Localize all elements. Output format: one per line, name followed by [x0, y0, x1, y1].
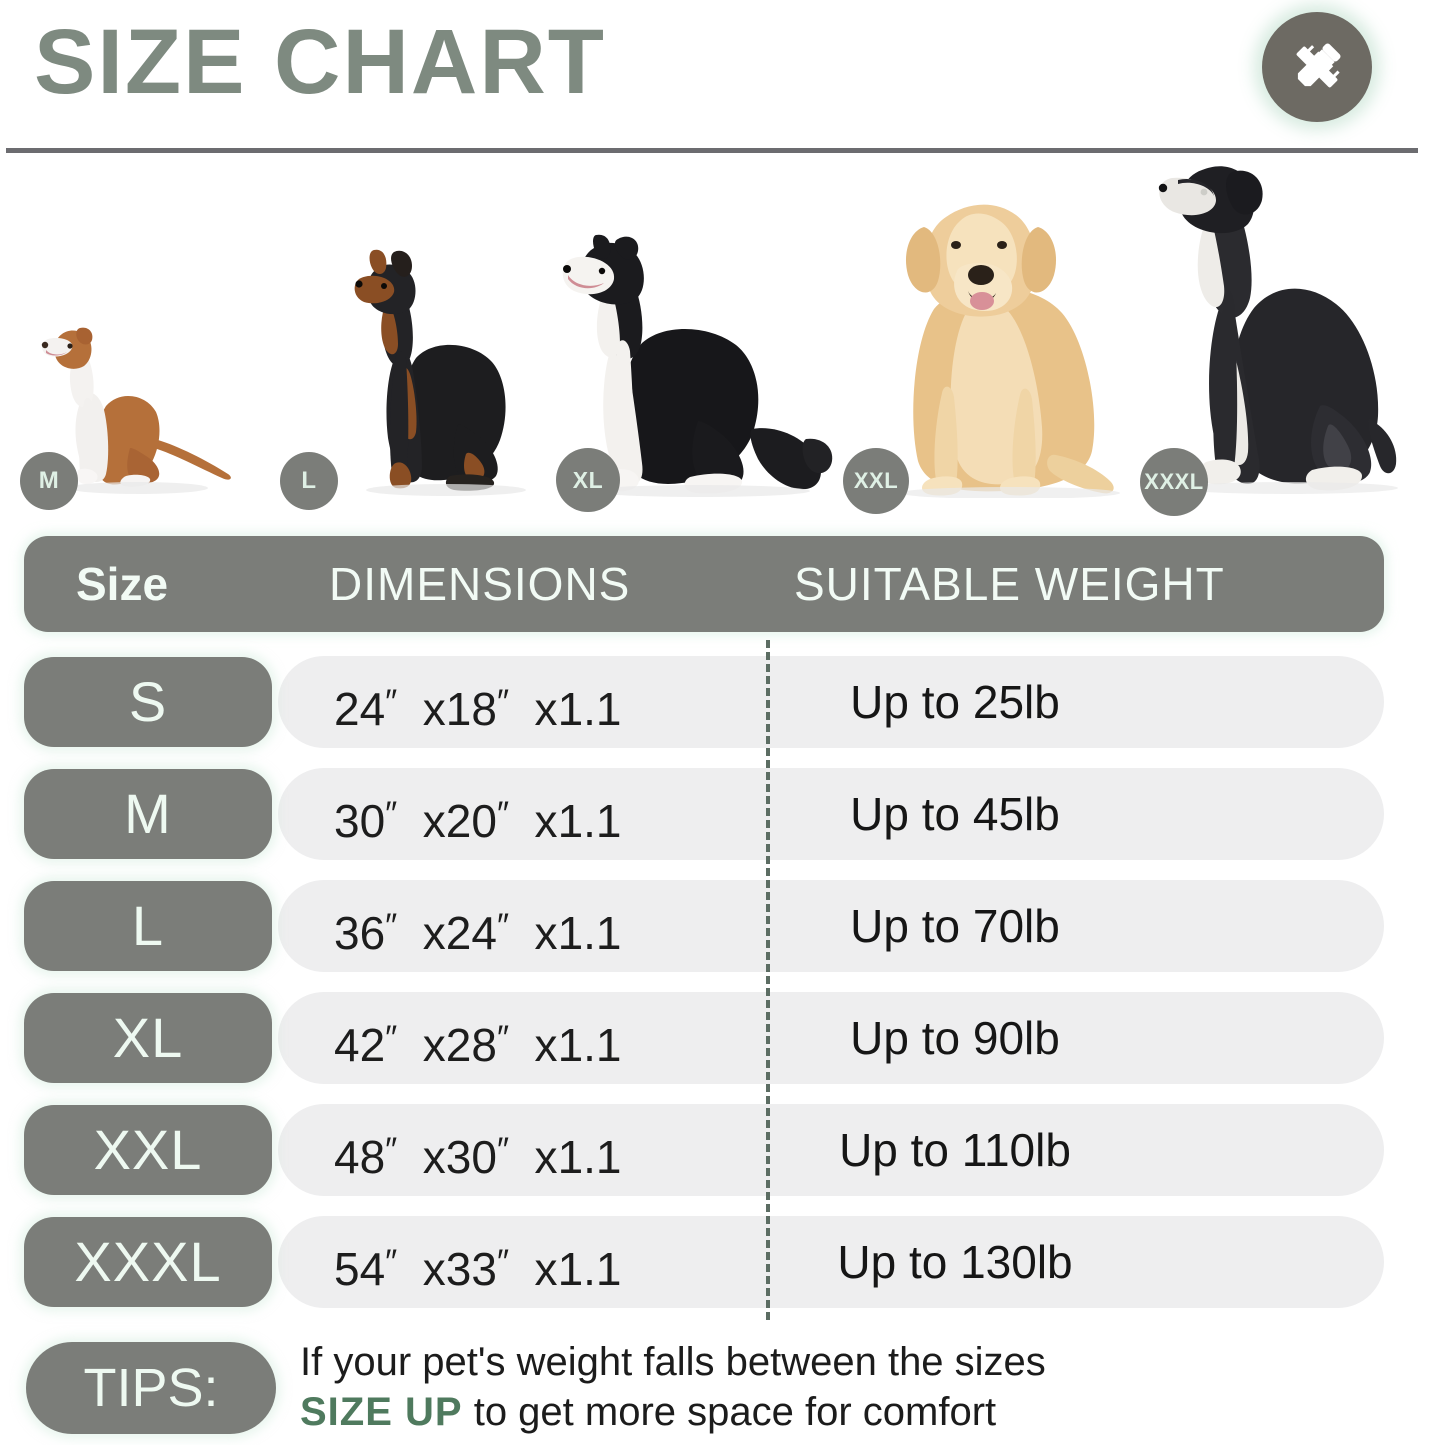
dim-width-l: 24 [445, 907, 497, 959]
inch-mark: ″ [385, 795, 398, 833]
dog-illustration-xxxl [1158, 158, 1408, 498]
dog-size-badge-l: L [280, 452, 338, 510]
tips-line-1: If your pet's weight falls between the s… [300, 1340, 1046, 1384]
dog-size-badge-l-label: L [301, 467, 317, 494]
size-pill-s-label: S [128, 670, 168, 733]
dim-width-xxxl: 33 [445, 1243, 497, 1295]
cell-dimensions-xxl: 48″ x30″ x1.1 [334, 1131, 622, 1183]
size-pill-l: L [24, 881, 272, 971]
cell-dimensions-s: 24″ x18″ x1.1 [334, 683, 622, 735]
header: SIZE CHART [0, 0, 1445, 160]
dog-illustration-xl [560, 233, 850, 498]
dim-length-l: 36 [334, 907, 386, 959]
size-pill-xl-label: XL [112, 1006, 184, 1069]
inch-mark: ″ [496, 795, 509, 833]
dog-size-badge-xxxl: XXXL [1140, 448, 1208, 516]
table-row [278, 656, 1384, 748]
inch-mark: ″ [496, 1131, 509, 1169]
dog-size-badge-xxl-label: XXL [853, 468, 899, 493]
dog-size-badge-xl: XL [556, 448, 620, 512]
column-header-weight: SUITABLE WEIGHT [794, 558, 1225, 610]
cell-weight-m: Up to 45lb [850, 788, 1060, 840]
inch-mark: ″ [496, 683, 509, 721]
dim-length-s: 24 [334, 683, 386, 735]
column-divider-dashed [766, 640, 770, 1320]
dim-thickness-xxxl: 1.1 [557, 1243, 622, 1295]
dim-width-xl: 28 [445, 1019, 497, 1071]
dog-illustration-m [34, 298, 259, 498]
dim-length-xxxl: 54 [334, 1243, 386, 1295]
inch-mark: ″ [385, 907, 398, 945]
inch-mark: ″ [496, 1019, 509, 1057]
inch-mark: ″ [385, 1131, 398, 1169]
dim-width-m: 20 [445, 795, 497, 847]
page-title: SIZE CHART [34, 11, 606, 113]
table-row [278, 1104, 1384, 1196]
dim-thickness-s: 1.1 [557, 683, 622, 735]
size-pill-xl: XL [24, 993, 272, 1083]
cell-weight-l: Up to 70lb [850, 900, 1060, 952]
size-pill-xxl: XXL [24, 1105, 272, 1195]
tips-section: TIPS: If your pet's weight falls between… [0, 1338, 1445, 1443]
title-divider [6, 148, 1418, 153]
cell-weight-xxxl: Up to 130lb [837, 1236, 1073, 1288]
inch-mark: ″ [496, 907, 509, 945]
table-row [278, 1216, 1384, 1308]
tips-size-up-emphasis: SIZE UP [300, 1390, 463, 1434]
table-row [278, 768, 1384, 860]
size-pill-xxl-label: XXL [93, 1118, 203, 1181]
dim-length-xl: 42 [334, 1019, 386, 1071]
column-header-dimensions: DIMENSIONS [329, 558, 631, 610]
dog-size-illustrations: M [0, 158, 1445, 516]
ruler-pencil-icon [1262, 12, 1372, 122]
cell-weight-xxl: Up to 110lb [839, 1124, 1071, 1176]
table-row [278, 992, 1384, 1084]
dog-size-badge-m-label: M [38, 467, 60, 494]
size-pill-xxxl: XXXL [24, 1217, 272, 1307]
dim-thickness-m: 1.1 [557, 795, 622, 847]
cell-dimensions-m: 30″ x20″ x1.1 [334, 795, 622, 847]
cell-dimensions-l: 36″ x24″ x1.1 [334, 907, 622, 959]
tips-label-pill: TIPS: [26, 1342, 276, 1434]
table-header-row: Size DIMENSIONS SUITABLE WEIGHT [24, 536, 1384, 632]
tips-line-2-rest: to get more space for comfort [462, 1390, 997, 1434]
dim-thickness-xxl: 1.1 [557, 1131, 622, 1183]
dog-illustration-xxl [880, 183, 1130, 499]
size-pill-m: M [24, 769, 272, 859]
dim-length-xxl: 48 [334, 1131, 386, 1183]
dog-size-badge-xxl: XXL [843, 448, 909, 514]
tips-line-2: SIZE UP to get more space for comfort [300, 1390, 996, 1435]
dim-thickness-xl: 1.1 [557, 1019, 622, 1071]
dog-size-badge-xl-label: XL [572, 466, 604, 493]
cell-dimensions-xxxl: 54″ x33″ x1.1 [334, 1243, 622, 1295]
column-header-size: Size [76, 558, 169, 610]
table-row [278, 880, 1384, 972]
inch-mark: ″ [385, 683, 398, 721]
dog-size-badge-xxxl-label: XXXL [1144, 469, 1204, 494]
dim-width-s: 18 [445, 683, 497, 735]
size-pill-m-label: M [124, 782, 172, 845]
inch-mark: ″ [385, 1019, 398, 1057]
inch-mark: ″ [385, 1243, 398, 1281]
size-pill-l-label: L [131, 894, 165, 957]
size-pill-xxxl-label: XXXL [74, 1230, 222, 1293]
cell-weight-s: Up to 25lb [850, 676, 1060, 728]
tips-label: TIPS: [83, 1358, 219, 1418]
dim-thickness-l: 1.1 [557, 907, 622, 959]
size-pill-s: S [24, 657, 272, 747]
cell-dimensions-xl: 42″ x28″ x1.1 [334, 1019, 622, 1071]
dim-width-xxl: 30 [445, 1131, 497, 1183]
dim-length-m: 30 [334, 795, 386, 847]
dog-size-badge-m: M [20, 452, 78, 510]
dog-illustration-l [350, 246, 550, 498]
inch-mark: ″ [496, 1243, 509, 1281]
cell-weight-xl: Up to 90lb [850, 1012, 1060, 1064]
